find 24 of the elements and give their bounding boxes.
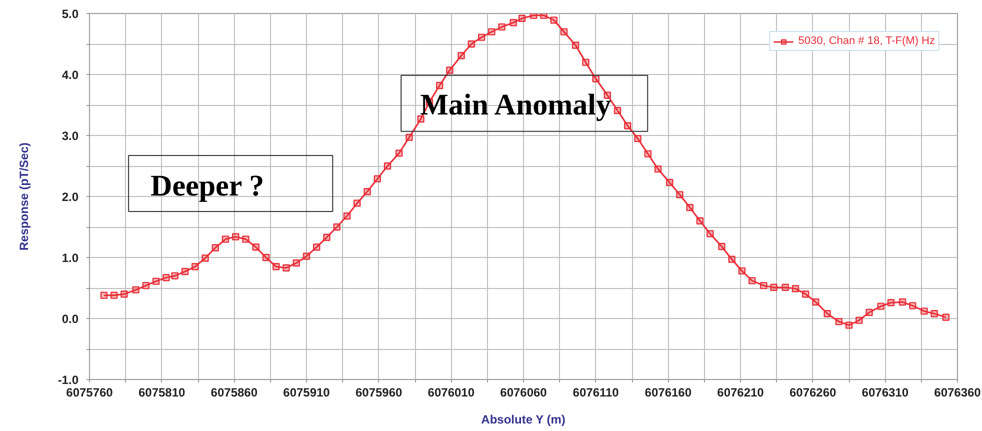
x-tick-label: 6076210 xyxy=(717,386,764,400)
x-tick-label: 6075760 xyxy=(66,386,114,400)
x-tick-label: 6076110 xyxy=(572,386,620,400)
x-tick-label: 6075960 xyxy=(355,386,403,400)
x-tick-label: 6076060 xyxy=(500,386,548,400)
y-tick-label: 3.0 xyxy=(62,129,79,143)
y-tick-label: 0.0 xyxy=(62,312,79,326)
x-tick-label: 6076010 xyxy=(428,386,475,400)
x-tick-label: 6075910 xyxy=(283,386,330,400)
y-tick-label: -1.0 xyxy=(58,373,79,387)
annotation: Deeper ? xyxy=(150,170,264,203)
y-tick-label: 5.0 xyxy=(62,7,79,21)
x-tick-label: 6076260 xyxy=(789,386,837,400)
legend-label: 5030, Chan # 18, T-F(M) Hz xyxy=(798,35,935,47)
x-axis-title: Absolute Y (m) xyxy=(481,412,566,426)
x-tick-label: 6075860 xyxy=(210,386,258,400)
x-tick-label: 6076360 xyxy=(934,386,982,400)
y-tick-label: 1.0 xyxy=(62,251,79,265)
y-axis-title: Response (pT/Sec) xyxy=(16,142,31,251)
x-tick-label: 6076160 xyxy=(644,386,692,400)
y-tick-label: 4.0 xyxy=(62,68,79,82)
y-tick-label: 2.0 xyxy=(62,190,79,204)
x-tick-label: 6076310 xyxy=(862,386,909,400)
x-tick-label: 6075810 xyxy=(138,386,186,400)
